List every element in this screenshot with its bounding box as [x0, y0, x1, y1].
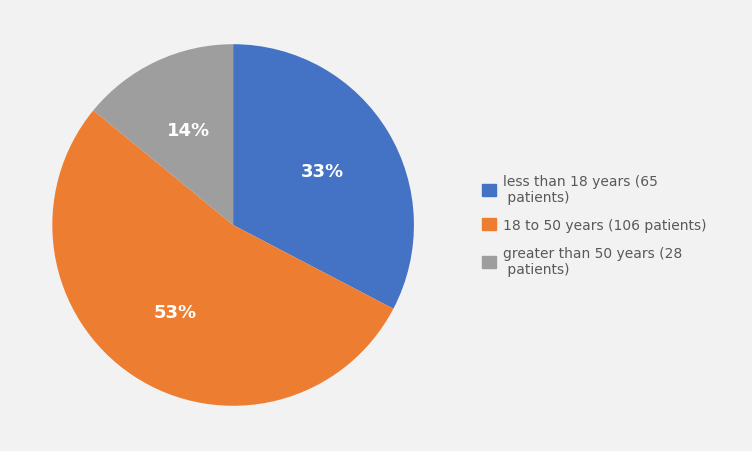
Wedge shape [233, 45, 414, 309]
Wedge shape [93, 45, 233, 226]
Wedge shape [53, 111, 393, 406]
Text: 53%: 53% [153, 304, 197, 322]
Legend: less than 18 years (65
 patients), 18 to 50 years (106 patients), greater than 5: less than 18 years (65 patients), 18 to … [475, 168, 714, 283]
Text: 33%: 33% [302, 162, 344, 180]
Text: 14%: 14% [167, 122, 210, 140]
